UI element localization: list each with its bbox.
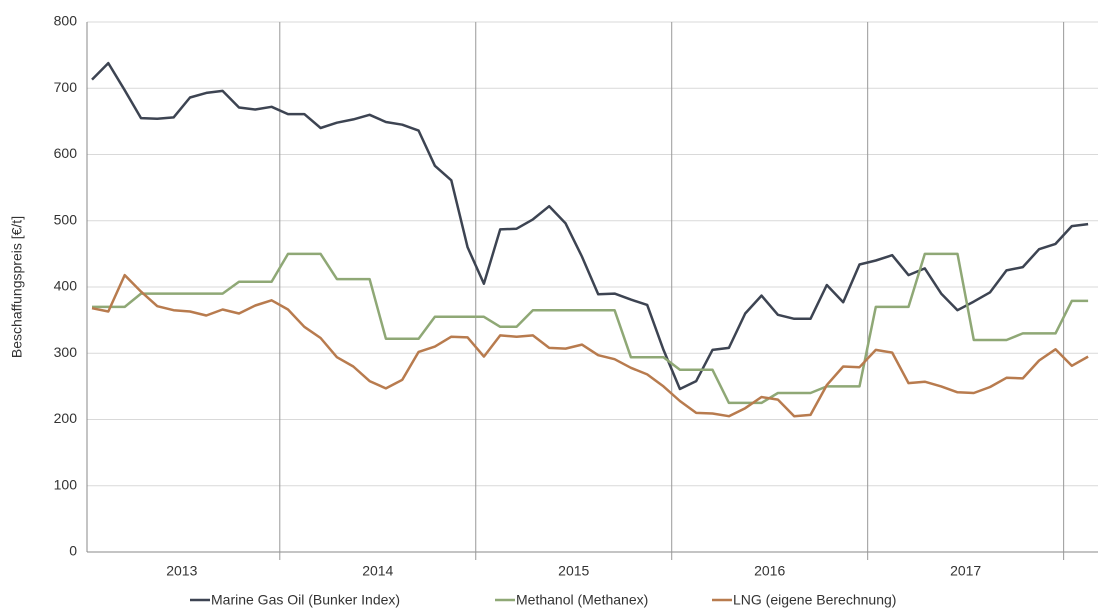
x-tick-label: 2016	[754, 563, 785, 579]
legend-label: Methanol (Methanex)	[516, 592, 648, 608]
y-tick-label: 600	[54, 145, 78, 161]
y-tick-label: 100	[54, 476, 78, 492]
series-line	[91, 273, 1089, 418]
x-tick-label: 2015	[558, 563, 589, 579]
x-tick-label: 2017	[950, 563, 981, 579]
y-tick-label: 500	[54, 211, 78, 227]
x-tick-label: 2014	[362, 563, 393, 579]
series-line	[92, 252, 1089, 405]
series-line	[91, 61, 1089, 391]
y-tick-label: 200	[54, 410, 78, 426]
y-axis-label: Beschaffungspreis [€/t]	[9, 216, 25, 358]
y-tick-label: 400	[54, 278, 78, 294]
legend-label: LNG (eigene Berechnung)	[733, 592, 896, 608]
x-tick-label: 2013	[166, 563, 197, 579]
y-tick-label: 300	[54, 344, 78, 360]
legend-label: Marine Gas Oil (Bunker Index)	[211, 592, 400, 608]
y-tick-label: 800	[54, 13, 78, 29]
y-tick-label: 0	[69, 543, 77, 559]
y-tick-label: 700	[54, 79, 78, 95]
